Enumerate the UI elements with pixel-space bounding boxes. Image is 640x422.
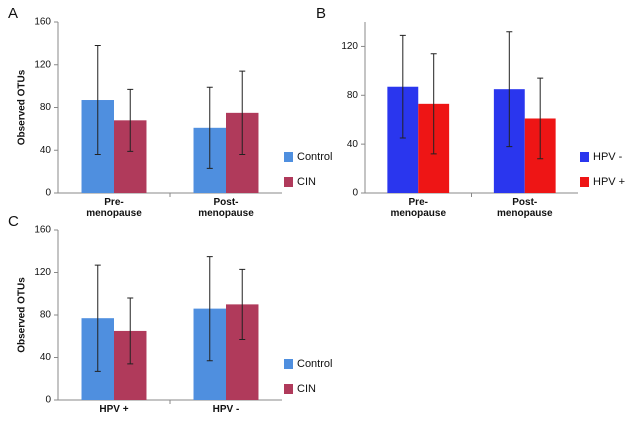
y-tick-label: 0: [45, 395, 51, 406]
legend-label: CIN: [297, 176, 316, 188]
x-tick-label: HPV -: [212, 404, 240, 415]
error-bar: [127, 297, 134, 365]
x-tick-label: Pre- menopause: [390, 197, 447, 219]
y-tick-label: 120: [34, 59, 51, 70]
legend-label: HPV +: [593, 176, 625, 188]
x-tick-label: Post- menopause: [198, 197, 254, 219]
y-tick-label: 160: [34, 17, 51, 28]
error-bar: [430, 53, 437, 155]
error-bar: [127, 88, 134, 152]
y-axis-title: Observed OTUs: [17, 277, 28, 353]
y-tick-label: 0: [45, 188, 51, 199]
error-bar: [537, 77, 544, 160]
y-tick-label: 80: [40, 102, 52, 113]
legend-swatch: [284, 152, 293, 162]
y-tick-label: 0: [352, 188, 358, 199]
error-bar: [506, 31, 513, 148]
panel-label: B: [316, 5, 326, 22]
y-tick-label: 40: [40, 145, 52, 156]
legend-swatch: [284, 384, 293, 394]
legend-label: Control: [297, 358, 332, 370]
y-tick-label: 40: [40, 352, 52, 363]
legend-label: CIN: [297, 383, 316, 395]
legend-swatch: [284, 177, 293, 187]
error-bar: [94, 45, 101, 156]
y-tick-label: 40: [347, 139, 359, 150]
panel-label: A: [8, 5, 18, 22]
y-tick-label: 120: [341, 41, 358, 52]
x-tick-label: HPV +: [99, 404, 129, 415]
error-bar: [239, 268, 246, 340]
y-tick-label: 80: [347, 90, 359, 101]
error-bar: [206, 256, 213, 362]
panel-label: C: [8, 213, 19, 230]
x-tick-label: Post- menopause: [496, 197, 553, 219]
legend-label: HPV -: [593, 151, 623, 163]
x-tick-label: Pre- menopause: [86, 197, 142, 219]
legend-swatch: [580, 177, 589, 187]
y-tick-label: 80: [40, 310, 52, 321]
legend-label: Control: [297, 151, 332, 163]
legend-swatch: [580, 152, 589, 162]
y-tick-label: 160: [34, 225, 51, 236]
legend-swatch: [284, 359, 293, 369]
y-tick-label: 120: [34, 267, 51, 278]
error-bar: [399, 34, 406, 139]
y-axis-title: Observed OTUs: [17, 69, 28, 145]
error-bar: [94, 264, 101, 372]
error-bar: [206, 86, 213, 169]
error-bar: [239, 70, 246, 156]
